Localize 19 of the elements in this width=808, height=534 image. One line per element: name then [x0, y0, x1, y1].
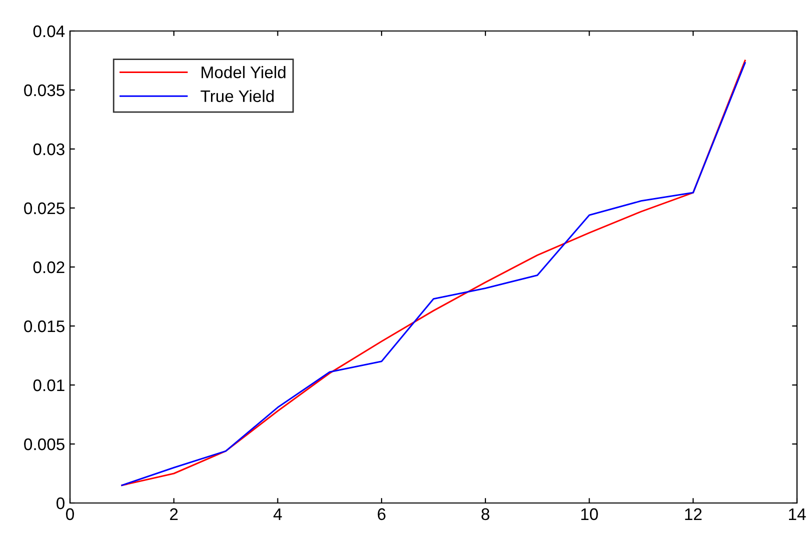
x-tick-label: 14	[789, 508, 806, 520]
x-tick-label: 2	[170, 508, 178, 520]
y-tick-label: 0.035	[24, 84, 64, 96]
x-tick-label: 12	[685, 508, 702, 520]
y-tick-label: 0.025	[24, 202, 64, 214]
x-tick-label: 4	[273, 508, 282, 520]
x-tick-label: 0	[66, 508, 74, 520]
y-tick-label: 0.015	[24, 320, 64, 332]
y-tick-label: 0.005	[24, 438, 64, 450]
x-tick-label: 6	[378, 508, 386, 520]
x-tick-label: 8	[482, 508, 490, 520]
y-tick-label: 0	[56, 497, 64, 510]
x-tick-label: 10	[581, 508, 598, 520]
y-tick-label: 0.01	[33, 379, 64, 392]
y-tick-label: 0.04	[33, 25, 65, 38]
legend-label: True Yield	[200, 90, 274, 102]
y-tick-label: 0.02	[33, 261, 64, 274]
legend-label: Model Yield	[202, 66, 286, 78]
y-tick-label: 0.03	[33, 143, 64, 156]
